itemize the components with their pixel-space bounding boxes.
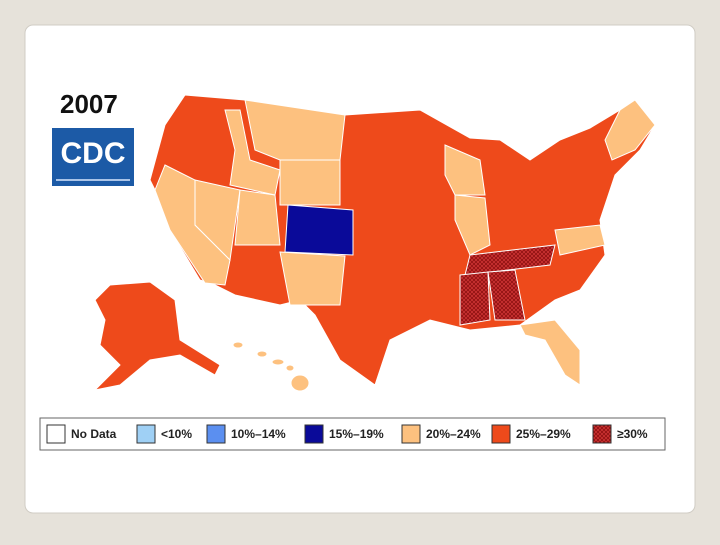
state xyxy=(279,251,346,306)
state xyxy=(444,144,486,196)
alaska xyxy=(93,281,221,391)
state xyxy=(224,109,281,196)
state xyxy=(554,224,606,256)
map xyxy=(93,94,656,392)
island xyxy=(271,358,285,366)
state xyxy=(459,271,491,326)
island xyxy=(290,374,310,392)
legend-swatch xyxy=(206,424,226,444)
legend-label: 10%–14% xyxy=(231,427,286,441)
legend-swatch xyxy=(401,424,421,444)
legend-label: 20%–24% xyxy=(426,427,481,441)
island xyxy=(256,350,268,358)
state xyxy=(284,204,354,256)
legend-label: <10% xyxy=(161,427,192,441)
state xyxy=(279,159,341,206)
island xyxy=(285,364,295,372)
state xyxy=(194,179,241,262)
logo-box xyxy=(52,128,134,186)
legend-swatch xyxy=(46,424,66,444)
state xyxy=(464,244,556,276)
state xyxy=(487,269,526,321)
legend-swatch xyxy=(491,424,511,444)
state xyxy=(519,319,581,386)
legend-swatch xyxy=(304,424,324,444)
legend-label: No Data xyxy=(71,427,117,441)
island xyxy=(232,341,244,349)
legend-label: ≥30% xyxy=(617,427,648,441)
legend-label: 25%–29% xyxy=(516,427,571,441)
legend-swatch xyxy=(136,424,156,444)
legend-swatch xyxy=(592,424,612,444)
state xyxy=(604,99,656,161)
map-title: 2007 xyxy=(60,89,118,119)
state xyxy=(234,189,281,246)
legend-label: 15%–19% xyxy=(329,427,384,441)
logo: CDC xyxy=(61,137,126,170)
legend: No Data <10% 10%–14% 15%–19% 20%–24% 25%–29% ≥… xyxy=(46,424,648,444)
state xyxy=(454,194,491,256)
